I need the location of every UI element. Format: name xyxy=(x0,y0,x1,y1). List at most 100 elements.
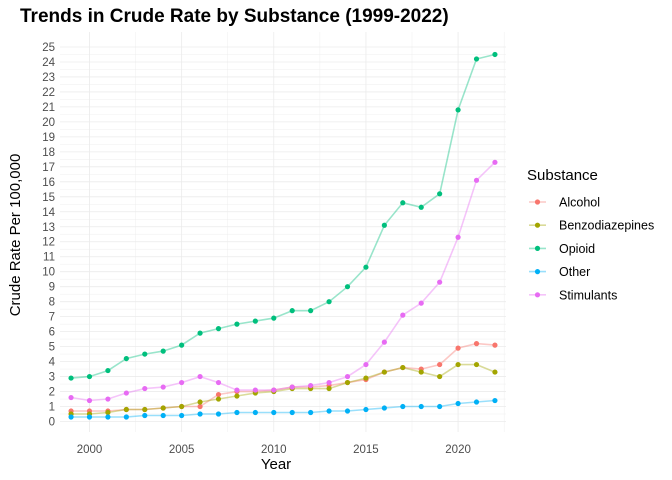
data-point-other xyxy=(86,414,93,420)
data-point-other xyxy=(197,411,203,417)
data-point-stimulants xyxy=(215,379,222,386)
y-tick-label: 13 xyxy=(42,222,55,234)
data-point-other xyxy=(437,403,443,410)
data-point-alcohol xyxy=(492,342,498,348)
data-point-other xyxy=(289,409,295,416)
data-point-stimulants xyxy=(160,384,166,390)
y-tick-label: 21 xyxy=(42,102,55,114)
data-point-alcohol xyxy=(215,391,222,398)
data-point-alcohol xyxy=(197,403,203,410)
y-tick-label: 9 xyxy=(49,282,55,294)
data-point-benzodiazepines xyxy=(142,406,148,413)
data-point-stimulants xyxy=(381,339,387,345)
y-tick-label: 14 xyxy=(42,207,55,219)
grid xyxy=(60,32,506,432)
y-tick-labels: 0123456789101112131415161718192021222324… xyxy=(42,42,55,429)
series-line-other xyxy=(71,399,495,418)
data-point-other xyxy=(400,403,406,410)
data-point-opioid xyxy=(252,318,258,324)
data-point-opioid xyxy=(234,321,240,327)
data-point-other xyxy=(381,405,387,411)
data-point-other xyxy=(234,409,240,416)
legend-label: Stimulants xyxy=(559,288,617,302)
data-point-opioid xyxy=(289,308,295,314)
data-point-opioid xyxy=(197,330,203,336)
data-point-other xyxy=(123,414,129,420)
data-point-other xyxy=(344,408,351,414)
legend-item-other: Other xyxy=(529,265,590,279)
series-line-benzodiazepines xyxy=(71,363,496,415)
data-point-alcohol xyxy=(437,361,443,368)
x-axis-title: Year xyxy=(261,456,291,473)
data-point-other xyxy=(326,408,332,414)
data-point-stimulants xyxy=(437,279,443,285)
y-tick-label: 20 xyxy=(42,117,55,129)
data-point-opioid xyxy=(381,222,387,228)
y-tick-label: 19 xyxy=(42,132,55,144)
y-tick-label: 8 xyxy=(49,297,55,309)
legend-item-stimulants: Stimulants xyxy=(529,288,617,302)
y-tick-label: 10 xyxy=(42,267,55,279)
data-point-stimulants xyxy=(344,373,351,380)
legend-item-opioid: Opioid xyxy=(529,242,595,256)
y-tick-label: 17 xyxy=(42,162,55,174)
y-tick-label: 4 xyxy=(49,357,56,369)
y-tick-label: 23 xyxy=(42,72,55,84)
data-point-opioid xyxy=(344,284,351,290)
data-point-benzodiazepines xyxy=(437,373,443,380)
series-points xyxy=(68,51,498,420)
data-point-stimulants xyxy=(105,396,111,402)
plot-panel xyxy=(60,32,506,432)
data-point-other xyxy=(271,409,277,416)
legend-key-point xyxy=(534,245,541,251)
data-point-stimulants xyxy=(455,234,461,240)
series-line-alcohol xyxy=(71,342,495,412)
data-point-benzodiazepines xyxy=(160,405,166,411)
data-point-opioid xyxy=(492,51,498,58)
data-point-other xyxy=(142,412,148,419)
data-point-stimulants xyxy=(123,390,129,396)
y-tick-label: 3 xyxy=(49,372,55,384)
legend: Substance Alcohol Benzodiazepines Opioid Ot… xyxy=(527,167,654,302)
series-line-opioid xyxy=(71,53,496,379)
legend-key-point xyxy=(534,199,541,205)
data-point-benzodiazepines xyxy=(215,396,222,402)
data-point-benzodiazepines xyxy=(400,364,406,371)
legend-label: Alcohol xyxy=(559,196,600,210)
data-point-opioid xyxy=(215,326,222,332)
data-point-opioid xyxy=(437,191,443,197)
data-point-opioid xyxy=(105,367,111,374)
data-point-opioid xyxy=(473,56,480,62)
data-point-benzodiazepines xyxy=(363,375,369,381)
data-point-benzodiazepines xyxy=(326,385,332,392)
y-tick-label: 16 xyxy=(42,177,55,189)
data-point-opioid xyxy=(160,348,166,354)
y-tick-label: 25 xyxy=(42,42,55,54)
data-point-opioid xyxy=(142,351,148,357)
data-point-stimulants xyxy=(252,387,258,393)
data-point-benzodiazepines xyxy=(344,379,351,386)
data-point-benzodiazepines xyxy=(418,369,424,375)
data-point-opioid xyxy=(326,299,332,305)
data-point-stimulants xyxy=(68,394,74,401)
data-point-stimulants xyxy=(86,397,93,404)
data-point-stimulants xyxy=(418,300,424,306)
x-tick-label: 2005 xyxy=(169,444,195,456)
data-point-stimulants xyxy=(363,361,369,368)
data-point-other xyxy=(252,409,258,416)
legend-item-alcohol: Alcohol xyxy=(529,196,600,210)
y-tick-label: 11 xyxy=(43,252,55,264)
data-point-benzodiazepines xyxy=(381,369,387,375)
data-point-stimulants xyxy=(473,177,480,183)
data-point-other xyxy=(473,399,480,405)
data-point-alcohol xyxy=(455,345,461,351)
y-tick-label: 22 xyxy=(42,87,55,99)
data-point-other xyxy=(363,406,369,413)
data-point-other xyxy=(105,414,111,420)
data-point-other xyxy=(455,400,461,407)
y-tick-label: 2 xyxy=(49,387,55,399)
data-point-stimulants xyxy=(142,385,148,392)
data-point-stimulants xyxy=(289,384,295,390)
data-point-other xyxy=(418,403,424,410)
